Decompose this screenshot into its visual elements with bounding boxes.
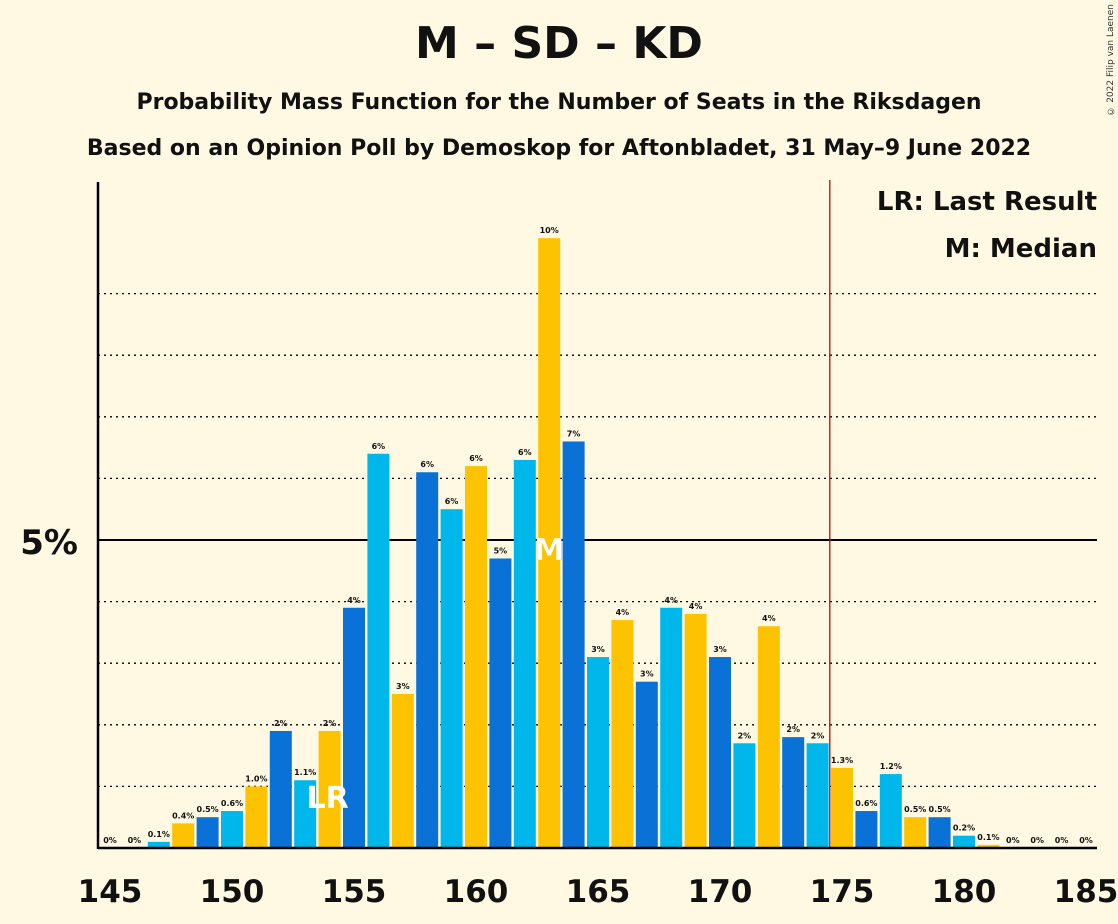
bar-seat-169 <box>684 613 707 848</box>
bar-seat-149 <box>196 817 219 848</box>
bar-seat-166 <box>611 620 634 848</box>
x-tick-150: 150 <box>200 874 265 910</box>
bar-label-164: 7% <box>567 429 581 438</box>
x-tick-145: 145 <box>78 874 143 910</box>
bar-seat-147 <box>147 841 170 848</box>
x-tick-160: 160 <box>444 874 509 910</box>
bar-label-151: 1.0% <box>245 774 267 783</box>
bar-seat-151 <box>245 786 268 848</box>
bar-label-166: 4% <box>616 608 630 617</box>
bar-label-173: 2% <box>786 725 800 734</box>
legend-last-result: LR: Last Result <box>877 187 1097 217</box>
bar-seat-170 <box>709 657 731 848</box>
bar-label-179: 0.5% <box>929 805 951 814</box>
bar-label-158: 6% <box>420 460 434 469</box>
chart-source: Based on an Opinion Poll by Demoskop for… <box>86 136 1032 161</box>
bar-label-165: 3% <box>591 645 605 654</box>
y-tick-label: 5% <box>20 523 78 563</box>
bar-label-152: 2% <box>274 719 288 728</box>
bar-label-174: 2% <box>811 731 825 740</box>
bar-label-163: 10% <box>540 226 559 235</box>
bar-seat-161 <box>489 558 512 848</box>
legend-median: M: Median <box>945 234 1097 264</box>
bar-seat-177 <box>879 774 902 848</box>
bar-label-154: 2% <box>323 719 337 728</box>
bar-seat-176 <box>855 811 878 848</box>
bar-label-169: 4% <box>689 602 703 611</box>
bar-seat-162 <box>513 459 536 848</box>
bar-label-156: 6% <box>372 442 386 451</box>
bar-seat-155 <box>343 607 365 848</box>
bar-label-147: 0.1% <box>148 830 170 839</box>
bar-seat-168 <box>660 607 683 848</box>
bar-label-145: 0% <box>103 836 117 845</box>
last-result-marker: LR <box>306 781 348 816</box>
bar-label-167: 3% <box>640 670 654 679</box>
bar-label-153: 1.1% <box>294 768 316 777</box>
bar-label-185: 0% <box>1079 836 1093 845</box>
bar-label-172: 4% <box>762 614 776 623</box>
bar-label-161: 5% <box>494 546 508 555</box>
bar-label-180: 0.2% <box>953 824 975 833</box>
bar-seat-167 <box>635 681 658 848</box>
bar-label-146: 0% <box>128 836 142 845</box>
bar-label-170: 3% <box>713 645 727 654</box>
bar-seat-148 <box>172 823 195 848</box>
bar-label-155: 4% <box>347 596 361 605</box>
bar-seat-154 <box>318 730 341 848</box>
bar-label-159: 6% <box>445 497 459 506</box>
bar-label-183: 0% <box>1030 836 1044 845</box>
bar-seat-153 <box>294 780 317 848</box>
bar-seat-156 <box>367 453 390 848</box>
bar-label-160: 6% <box>469 454 483 463</box>
bar-label-178: 0.5% <box>904 805 926 814</box>
bar-seat-173 <box>782 737 805 848</box>
bar-seat-152 <box>269 730 292 848</box>
bar-label-182: 0% <box>1006 836 1020 845</box>
bar-seat-158 <box>416 472 439 848</box>
bar-seat-174 <box>806 743 829 848</box>
bar-label-149: 0.5% <box>197 805 219 814</box>
bar-seat-178 <box>904 817 927 848</box>
chart-title: M – SD – KD <box>415 18 703 69</box>
x-tick-170: 170 <box>688 874 753 910</box>
x-tick-155: 155 <box>322 874 387 910</box>
median-marker: M <box>534 533 564 568</box>
bar-label-162: 6% <box>518 448 532 457</box>
bar-label-184: 0% <box>1055 836 1069 845</box>
bar-seat-172 <box>757 626 780 848</box>
bar-label-148: 0.4% <box>172 811 194 820</box>
bar-label-175: 1.3% <box>831 756 853 765</box>
x-tick-185: 185 <box>1054 874 1118 910</box>
bar-seat-157 <box>391 694 414 848</box>
bar-seat-163 <box>538 238 561 848</box>
bar-seat-159 <box>440 509 463 848</box>
bar-seat-180 <box>953 835 975 848</box>
bar-seat-164 <box>562 441 585 848</box>
bar-label-181: 0.1% <box>977 833 999 842</box>
bar-label-150: 0.6% <box>221 799 243 808</box>
bar-seat-171 <box>733 743 756 848</box>
bar-label-171: 2% <box>738 731 752 740</box>
bar-seat-160 <box>465 466 487 848</box>
bar-label-157: 3% <box>396 682 410 691</box>
bar-seat-179 <box>928 817 951 848</box>
x-tick-180: 180 <box>932 874 997 910</box>
bar-seat-181 <box>977 844 1000 848</box>
bar-seat-165 <box>587 657 609 848</box>
x-tick-165: 165 <box>566 874 631 910</box>
bar-seat-175 <box>831 767 853 848</box>
bar-label-176: 0.6% <box>855 799 877 808</box>
bar-seat-150 <box>221 811 243 848</box>
chart-subtitle: Probability Mass Function for the Number… <box>136 90 982 115</box>
bar-label-168: 4% <box>664 596 678 605</box>
x-tick-175: 175 <box>810 874 875 910</box>
bar-label-177: 1.2% <box>880 762 902 771</box>
